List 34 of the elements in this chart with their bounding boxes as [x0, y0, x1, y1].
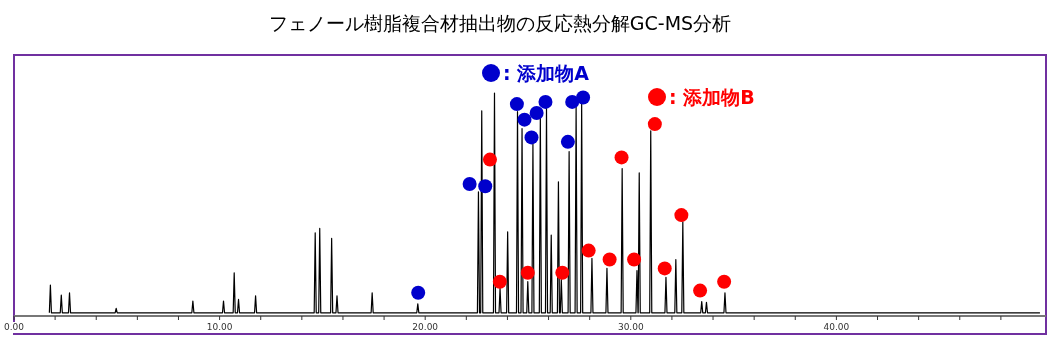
point [627, 252, 642, 267]
point [581, 243, 596, 258]
legend-label: : 添加物A [503, 62, 590, 84]
point [565, 94, 580, 109]
legend-label: : 添加物B [669, 86, 755, 108]
chart-title: フェノール樹脂複合材抽出物の反応熱分解GC-MS分析 [268, 12, 732, 34]
point [614, 150, 629, 165]
point [509, 97, 524, 112]
x-tick-label: 40.00 [823, 322, 850, 332]
point [693, 283, 708, 298]
point [657, 261, 672, 276]
point [560, 134, 575, 149]
point [524, 130, 539, 145]
x-tick-label: 30.00 [617, 322, 644, 332]
x-tick-label: 10.00 [206, 322, 233, 332]
legend: : 添加物A [482, 62, 589, 84]
point [647, 117, 662, 132]
point [517, 112, 532, 127]
legend: : 添加物B [648, 86, 755, 108]
point [717, 274, 732, 289]
point [555, 265, 570, 280]
point [674, 208, 689, 223]
point [529, 105, 544, 120]
point [538, 94, 553, 109]
x-tick-label: 0.00 [3, 322, 25, 332]
point [478, 179, 493, 194]
point [482, 152, 497, 167]
point [576, 90, 591, 105]
point [602, 252, 617, 267]
point [462, 177, 477, 192]
x-tick-label: 20.00 [412, 322, 439, 332]
point [411, 285, 426, 300]
point [520, 265, 535, 280]
point [492, 274, 507, 289]
